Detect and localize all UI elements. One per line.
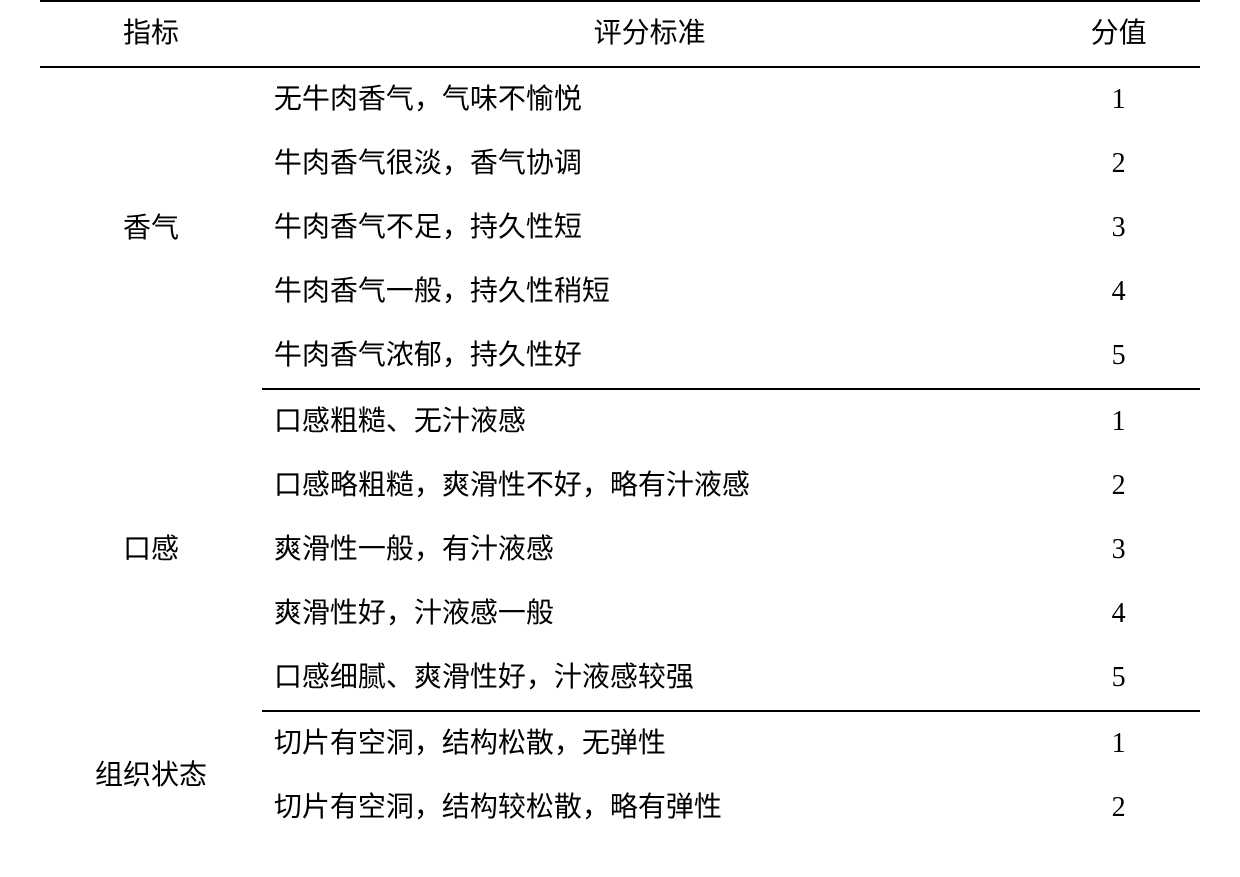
score-cell: 5: [1037, 646, 1200, 711]
score-cell: 4: [1037, 582, 1200, 646]
table-row: 组织状态 切片有空洞，结构松散，无弹性 1: [40, 711, 1200, 776]
metric-cell: 口感: [40, 389, 262, 711]
criteria-cell: 牛肉香气一般，持久性稍短: [262, 260, 1037, 324]
score-cell: 4: [1037, 260, 1200, 324]
table-body: 香气 无牛肉香气，气味不愉悦 1 牛肉香气很淡，香气协调 2 牛肉香气不足，持久…: [40, 67, 1200, 840]
criteria-cell: 口感细腻、爽滑性好，汁液感较强: [262, 646, 1037, 711]
criteria-cell: 牛肉香气不足，持久性短: [262, 196, 1037, 260]
criteria-cell: 爽滑性好，汁液感一般: [262, 582, 1037, 646]
metric-cell: 组织状态: [40, 711, 262, 840]
metric-cell: 香气: [40, 67, 262, 389]
col-header-metric: 指标: [40, 1, 262, 67]
criteria-cell: 切片有空洞，结构松散，无弹性: [262, 711, 1037, 776]
score-cell: 3: [1037, 196, 1200, 260]
col-header-criteria: 评分标准: [262, 1, 1037, 67]
score-cell: 1: [1037, 67, 1200, 132]
criteria-cell: 无牛肉香气，气味不愉悦: [262, 67, 1037, 132]
score-cell: 2: [1037, 132, 1200, 196]
score-cell: 1: [1037, 711, 1200, 776]
score-cell: 3: [1037, 518, 1200, 582]
score-cell: 2: [1037, 454, 1200, 518]
score-cell: 1: [1037, 389, 1200, 454]
table-header: 指标 评分标准 分值: [40, 1, 1200, 67]
criteria-cell: 切片有空洞，结构较松散，略有弹性: [262, 776, 1037, 840]
criteria-cell: 爽滑性一般，有汁液感: [262, 518, 1037, 582]
page-container: { "table": { "columns": { "metric": "指标"…: [0, 0, 1240, 877]
criteria-cell: 口感粗糙、无汁液感: [262, 389, 1037, 454]
table-row: 口感 口感粗糙、无汁液感 1: [40, 389, 1200, 454]
criteria-cell: 牛肉香气浓郁，持久性好: [262, 324, 1037, 389]
criteria-cell: 牛肉香气很淡，香气协调: [262, 132, 1037, 196]
header-row: 指标 评分标准 分值: [40, 1, 1200, 67]
score-cell: 2: [1037, 776, 1200, 840]
scoring-rubric-table: 指标 评分标准 分值 香气 无牛肉香气，气味不愉悦 1 牛肉香气很淡，香气协调 …: [40, 0, 1200, 840]
criteria-cell: 口感略粗糙，爽滑性不好，略有汁液感: [262, 454, 1037, 518]
col-header-score: 分值: [1037, 1, 1200, 67]
score-cell: 5: [1037, 324, 1200, 389]
table-row: 香气 无牛肉香气，气味不愉悦 1: [40, 67, 1200, 132]
